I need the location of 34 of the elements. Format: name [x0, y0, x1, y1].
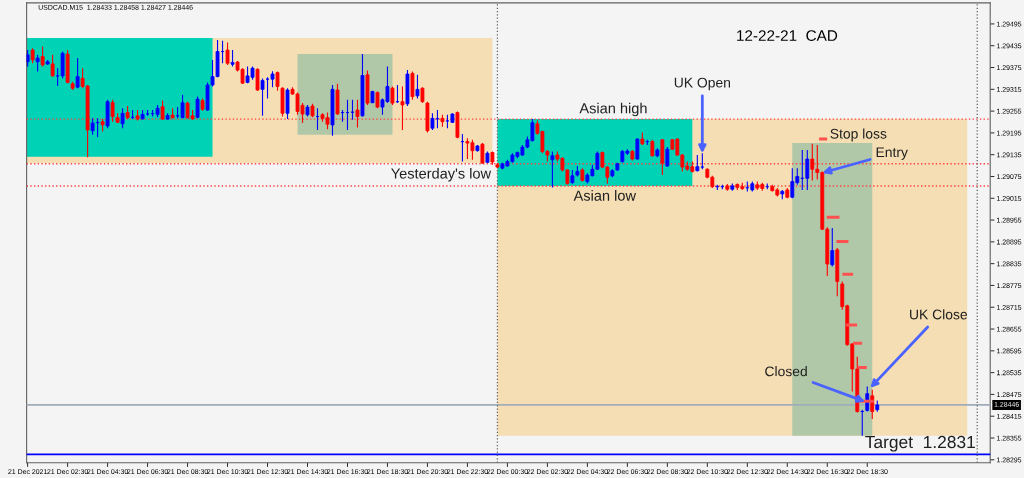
ref-line-label: Asian low	[573, 190, 637, 201]
candlestick	[400, 85, 405, 131]
candlestick	[390, 85, 395, 106]
annotation: UK Open	[674, 77, 730, 91]
annotation: Entry	[876, 147, 908, 160]
candlestick	[415, 74, 420, 99]
candlestick	[410, 70, 415, 101]
candlestick	[805, 149, 810, 191]
candlestick	[60, 50, 65, 79]
ref-line-label: Yesterday's low	[391, 167, 492, 182]
annotation: Closed	[765, 366, 807, 377]
candlestick	[635, 137, 640, 161]
candlestick	[75, 57, 80, 89]
ref-line-label: Asian high	[579, 102, 647, 117]
candlestick	[660, 138, 665, 176]
candlestick	[225, 41, 230, 66]
candlestick	[480, 142, 485, 165]
candlestick	[110, 99, 115, 123]
candlestick	[120, 107, 125, 129]
candlestick	[335, 83, 340, 116]
candlestick	[550, 150, 555, 188]
candlestick	[790, 167, 795, 199]
candlestick	[355, 99, 360, 129]
candlestick	[160, 100, 165, 121]
candlestick	[810, 143, 815, 182]
candlestick	[285, 87, 290, 120]
ref-line-label: Target 1.2831	[865, 435, 975, 452]
annotation: UK Close	[910, 309, 968, 320]
candlestick	[255, 67, 260, 92]
annotation: 12-22-21 CAD	[737, 30, 838, 41]
candlestick	[260, 77, 265, 117]
annotation: Stop loss	[830, 128, 887, 142]
candlestick	[830, 227, 835, 268]
candlestick	[50, 54, 55, 78]
